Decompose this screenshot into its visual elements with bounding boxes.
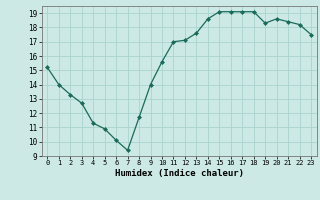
X-axis label: Humidex (Indice chaleur): Humidex (Indice chaleur) xyxy=(115,169,244,178)
